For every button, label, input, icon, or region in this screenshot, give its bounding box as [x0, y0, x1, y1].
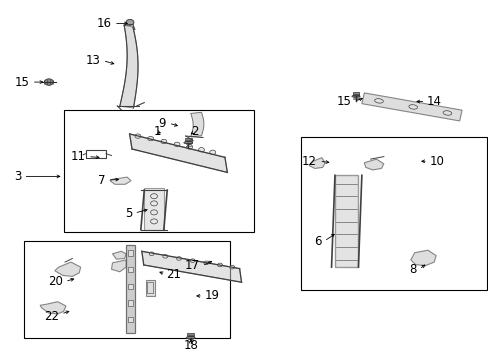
- Text: 9: 9: [158, 117, 165, 130]
- Ellipse shape: [183, 141, 192, 144]
- Text: 12: 12: [301, 155, 316, 168]
- Text: 11: 11: [70, 150, 85, 163]
- Circle shape: [186, 145, 192, 149]
- Circle shape: [229, 265, 234, 269]
- Bar: [147, 282, 153, 293]
- Text: 16: 16: [96, 17, 111, 30]
- Text: 17: 17: [184, 259, 199, 272]
- Bar: [145, 280, 154, 296]
- Circle shape: [147, 136, 153, 141]
- Bar: [128, 250, 133, 256]
- Polygon shape: [361, 93, 461, 121]
- Bar: [128, 267, 133, 272]
- Text: 15: 15: [336, 95, 350, 108]
- Circle shape: [163, 255, 167, 258]
- Bar: [334, 175, 358, 267]
- Bar: [184, 138, 191, 143]
- Text: 3: 3: [15, 170, 22, 183]
- Polygon shape: [308, 158, 325, 168]
- Circle shape: [203, 261, 208, 265]
- Circle shape: [190, 259, 195, 262]
- Bar: [144, 188, 163, 230]
- Ellipse shape: [374, 99, 383, 103]
- Ellipse shape: [408, 105, 417, 109]
- Text: 15: 15: [15, 76, 29, 89]
- Text: 21: 21: [166, 268, 181, 281]
- Bar: [128, 284, 133, 289]
- Polygon shape: [129, 134, 227, 172]
- Polygon shape: [142, 251, 241, 282]
- Text: 5: 5: [124, 207, 132, 220]
- Bar: [128, 317, 133, 322]
- Bar: [126, 245, 135, 333]
- Circle shape: [198, 148, 204, 152]
- Ellipse shape: [442, 111, 451, 115]
- Text: 4: 4: [487, 206, 488, 219]
- Circle shape: [176, 257, 181, 260]
- Text: 8: 8: [408, 263, 416, 276]
- Circle shape: [126, 19, 134, 25]
- Text: 2: 2: [190, 125, 198, 138]
- Polygon shape: [120, 25, 138, 108]
- Bar: [352, 92, 358, 96]
- Circle shape: [161, 139, 166, 144]
- Polygon shape: [364, 159, 383, 170]
- Text: 14: 14: [426, 95, 441, 108]
- Bar: [128, 300, 133, 306]
- Text: 18: 18: [183, 339, 198, 352]
- Circle shape: [135, 134, 141, 138]
- Ellipse shape: [186, 337, 195, 339]
- Polygon shape: [40, 302, 66, 314]
- Polygon shape: [410, 250, 435, 266]
- Bar: [63, 110, 254, 232]
- Text: 22: 22: [43, 310, 59, 323]
- Ellipse shape: [351, 95, 359, 98]
- Polygon shape: [190, 112, 203, 137]
- Text: 20: 20: [48, 275, 62, 288]
- Polygon shape: [112, 251, 126, 259]
- Circle shape: [149, 252, 154, 256]
- Text: 7: 7: [98, 174, 105, 186]
- Bar: [187, 333, 194, 338]
- Text: 1: 1: [154, 125, 161, 138]
- Polygon shape: [110, 177, 131, 184]
- Bar: [85, 150, 106, 158]
- Circle shape: [174, 142, 180, 147]
- Circle shape: [217, 263, 222, 267]
- Text: 13: 13: [85, 54, 100, 67]
- Bar: [24, 241, 229, 338]
- Polygon shape: [55, 262, 81, 276]
- Circle shape: [44, 79, 53, 85]
- Circle shape: [209, 150, 215, 154]
- Polygon shape: [111, 260, 126, 272]
- Text: 19: 19: [204, 289, 219, 302]
- Text: 10: 10: [428, 155, 443, 168]
- Bar: [300, 137, 486, 290]
- Text: 6: 6: [314, 235, 321, 248]
